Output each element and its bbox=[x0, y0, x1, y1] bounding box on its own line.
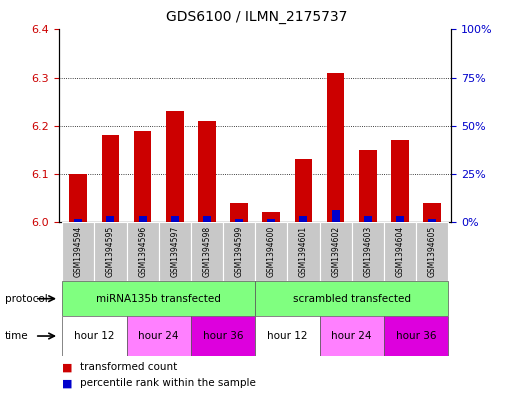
Text: GSM1394599: GSM1394599 bbox=[234, 226, 244, 277]
Text: transformed count: transformed count bbox=[80, 362, 177, 373]
Bar bbox=[391, 140, 409, 222]
Text: hour 24: hour 24 bbox=[331, 331, 372, 341]
Bar bbox=[235, 219, 243, 222]
Bar bbox=[287, 222, 320, 281]
Bar bbox=[396, 216, 404, 222]
Text: protocol: protocol bbox=[5, 294, 48, 304]
Bar bbox=[230, 203, 248, 222]
Bar bbox=[127, 316, 191, 356]
Bar bbox=[74, 219, 82, 222]
Text: GSM1394595: GSM1394595 bbox=[106, 226, 115, 277]
Bar bbox=[223, 222, 255, 281]
Bar bbox=[428, 219, 436, 222]
Bar bbox=[364, 216, 372, 222]
Text: hour 36: hour 36 bbox=[396, 331, 436, 341]
Text: GSM1394596: GSM1394596 bbox=[138, 226, 147, 277]
Bar bbox=[94, 222, 127, 281]
Bar bbox=[171, 216, 179, 222]
Bar bbox=[300, 216, 307, 222]
Bar bbox=[203, 216, 211, 222]
Bar bbox=[384, 316, 448, 356]
Bar bbox=[191, 316, 255, 356]
Bar bbox=[62, 281, 255, 316]
Text: miRNA135b transfected: miRNA135b transfected bbox=[96, 294, 221, 304]
Text: GSM1394597: GSM1394597 bbox=[170, 226, 180, 277]
Bar bbox=[62, 316, 127, 356]
Bar bbox=[359, 150, 377, 222]
Text: hour 12: hour 12 bbox=[74, 331, 114, 341]
Text: hour 36: hour 36 bbox=[203, 331, 243, 341]
Bar bbox=[255, 316, 320, 356]
Text: GSM1394594: GSM1394594 bbox=[74, 226, 83, 277]
Bar bbox=[327, 73, 345, 222]
Bar bbox=[294, 160, 312, 222]
Text: ■: ■ bbox=[62, 362, 72, 373]
Text: time: time bbox=[5, 331, 29, 341]
Bar bbox=[423, 203, 441, 222]
Text: GSM1394598: GSM1394598 bbox=[203, 226, 211, 277]
Bar bbox=[352, 222, 384, 281]
Text: scrambled transfected: scrambled transfected bbox=[293, 294, 411, 304]
Bar bbox=[198, 121, 216, 222]
Bar bbox=[384, 222, 416, 281]
Text: GDS6100 / ILMN_2175737: GDS6100 / ILMN_2175737 bbox=[166, 10, 347, 24]
Text: GSM1394604: GSM1394604 bbox=[396, 226, 404, 277]
Text: GSM1394605: GSM1394605 bbox=[428, 226, 437, 277]
Bar bbox=[139, 216, 147, 222]
Text: ■: ■ bbox=[62, 378, 72, 388]
Text: hour 12: hour 12 bbox=[267, 331, 308, 341]
Bar bbox=[267, 219, 275, 222]
Bar bbox=[332, 211, 340, 222]
Bar bbox=[191, 222, 223, 281]
Bar bbox=[320, 316, 384, 356]
Text: GSM1394601: GSM1394601 bbox=[299, 226, 308, 277]
Bar bbox=[255, 281, 448, 316]
Bar bbox=[102, 136, 120, 222]
Text: GSM1394600: GSM1394600 bbox=[267, 226, 276, 277]
Bar bbox=[320, 222, 352, 281]
Text: GSM1394602: GSM1394602 bbox=[331, 226, 340, 277]
Bar bbox=[62, 222, 94, 281]
Bar bbox=[416, 222, 448, 281]
Bar bbox=[69, 174, 87, 222]
Bar bbox=[255, 222, 287, 281]
Text: hour 24: hour 24 bbox=[139, 331, 179, 341]
Bar bbox=[134, 130, 151, 222]
Bar bbox=[166, 111, 184, 222]
Bar bbox=[263, 213, 280, 222]
Text: GSM1394603: GSM1394603 bbox=[363, 226, 372, 277]
Text: percentile rank within the sample: percentile rank within the sample bbox=[80, 378, 255, 388]
Bar bbox=[107, 216, 114, 222]
Bar bbox=[127, 222, 159, 281]
Bar bbox=[159, 222, 191, 281]
